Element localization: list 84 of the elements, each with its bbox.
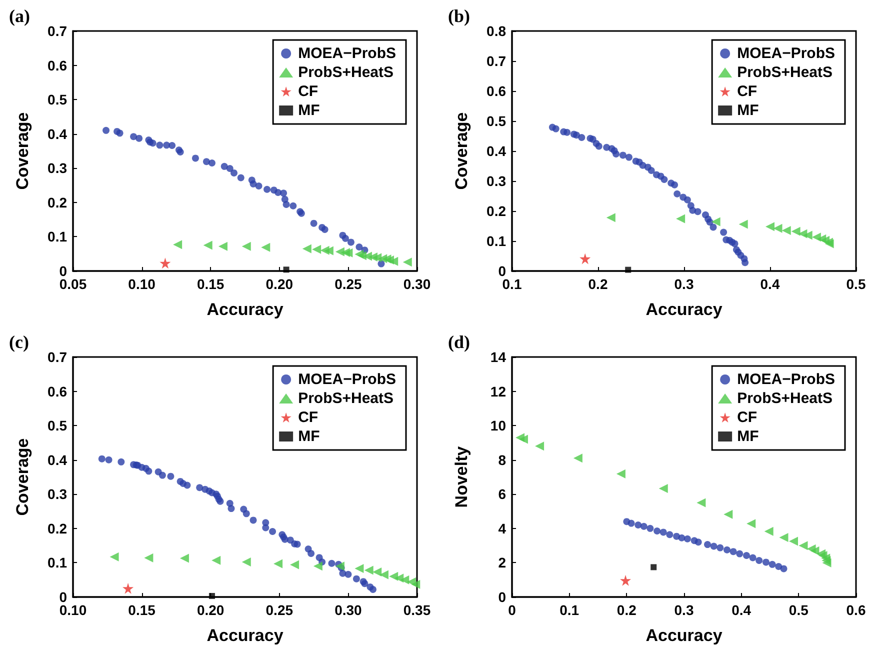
x-tick-label: 0.5 (788, 602, 809, 618)
y-tick-label: 0.3 (486, 173, 506, 189)
y-tick-label: 0 (59, 589, 68, 605)
y-tick-label: 0.4 (48, 126, 68, 142)
x-tick-label: 0.2 (588, 276, 608, 292)
legend-label: MF (298, 102, 320, 119)
y-tick-label: 2 (498, 554, 506, 571)
y-axis-title: Coverage (13, 112, 32, 190)
y-tick-label: 4 (498, 520, 506, 536)
y-axis-title: Novelty (452, 446, 471, 508)
y-tick-label: 8 (498, 452, 506, 468)
chart-title: (c) (9, 332, 29, 352)
x-tick-label: 0.20 (196, 602, 224, 618)
chart-title: (a) (9, 6, 30, 26)
x-tick-label: 0.2 (616, 602, 637, 618)
x-tick-label: 0.6 (846, 602, 866, 618)
y-tick-label: 0.6 (486, 83, 506, 99)
x-axis-title: Accuracy (646, 626, 723, 645)
x-tick-label: 0.30 (403, 276, 431, 292)
legend-label: ProbS+HeatS (298, 390, 394, 407)
y-axis-title: Coverage (13, 438, 32, 516)
x-tick-label: 0 (508, 602, 516, 618)
x-tick-label: 0.15 (128, 602, 156, 618)
x-tick-label: 0.20 (266, 276, 294, 292)
legend-label: CF (737, 409, 758, 426)
y-tick-label: 0.6 (48, 383, 68, 400)
y-tick-label: 0.7 (48, 349, 68, 365)
legend-label: MOEA−ProbS (737, 371, 836, 388)
chart-title: (b) (448, 6, 470, 26)
x-tick-label: 0.1 (560, 602, 580, 618)
x-tick-label: 0.10 (128, 276, 156, 292)
x-tick-label: 0.5 (846, 276, 866, 292)
x-tick-label: 0.25 (266, 602, 294, 618)
y-tick-label: 0.1 (486, 233, 506, 249)
y-tick-label: 0.5 (48, 92, 68, 108)
legend-label: CF (298, 83, 318, 100)
legend-label: MF (298, 428, 320, 445)
x-tick-label: 0.10 (59, 602, 87, 618)
y-tick-label: 0.1 (48, 228, 68, 245)
x-tick-label: 0.4 (760, 276, 780, 292)
y-tick-label: 0.3 (48, 486, 68, 502)
x-tick-label: 0.25 (334, 276, 362, 292)
y-tick-label: 0.5 (486, 113, 506, 129)
legend-label: ProbS+HeatS (737, 390, 833, 407)
x-tick-label: 0.35 (403, 602, 431, 618)
y-tick-label: 0 (59, 263, 68, 279)
y-tick-label: 0.4 (486, 143, 506, 159)
x-axis-title: Accuracy (206, 626, 284, 645)
y-tick-label: 0.2 (48, 520, 68, 536)
y-tick-label: 10 (490, 418, 506, 434)
x-tick-label: 0.3 (674, 602, 694, 618)
x-tick-label: 0.05 (59, 276, 87, 292)
y-axis-title: Coverage (452, 112, 471, 190)
y-tick-label: 0.2 (486, 203, 506, 219)
y-tick-label: 0.1 (48, 554, 68, 571)
legend-label: MOEA−ProbS (737, 45, 836, 62)
legend-label: ProbS+HeatS (737, 64, 833, 81)
y-tick-label: 0.7 (486, 53, 506, 69)
legend-label: MF (737, 102, 759, 119)
x-tick-label: 0.4 (732, 602, 752, 618)
legend-label: CF (737, 83, 758, 100)
y-tick-label: 0 (498, 263, 506, 279)
legend-label: MOEA−ProbS (298, 45, 396, 62)
y-tick-label: 0.6 (48, 57, 68, 74)
y-tick-label: 0.7 (48, 23, 68, 39)
x-tick-label: 0.15 (196, 276, 224, 292)
y-tick-label: 0.2 (48, 194, 68, 210)
y-tick-label: 14 (490, 349, 506, 365)
y-tick-label: 6 (498, 486, 506, 502)
legend-label: ProbS+HeatS (298, 64, 394, 81)
legend-label: CF (298, 409, 318, 426)
y-tick-label: 0.5 (48, 418, 68, 434)
x-tick-label: 0.3 (674, 276, 694, 292)
x-tick-label: 0.30 (334, 602, 362, 618)
y-tick-label: 0 (498, 589, 506, 605)
x-axis-title: Accuracy (206, 300, 284, 319)
y-tick-label: 0.3 (48, 160, 68, 176)
legend-label: MOEA−ProbS (298, 371, 396, 388)
y-tick-label: 12 (490, 383, 506, 400)
chart-title: (d) (448, 332, 470, 352)
y-tick-label: 0.4 (48, 452, 68, 468)
x-axis-title: Accuracy (646, 300, 723, 319)
y-tick-label: 0.8 (486, 23, 506, 39)
legend-label: MF (737, 428, 759, 445)
